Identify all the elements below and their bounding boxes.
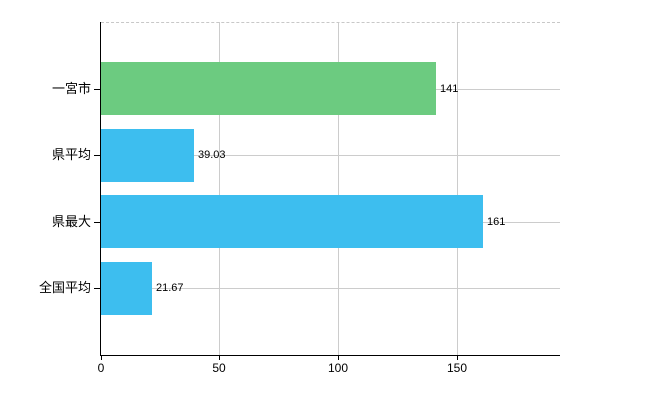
y-axis-category-label: 県最大 xyxy=(51,214,91,229)
bar-一宮市 xyxy=(101,62,436,115)
bar-県平均 xyxy=(101,129,194,182)
bar-value-label: 161 xyxy=(487,216,506,228)
vertical-gridline xyxy=(456,22,458,355)
x-axis-tick-label: 100 xyxy=(327,361,349,375)
x-axis-tick xyxy=(219,356,220,360)
y-axis-category-label: 全国平均 xyxy=(38,280,91,295)
x-axis-tick-label: 150 xyxy=(446,361,468,375)
y-axis-category-label: 県平均 xyxy=(51,147,91,162)
bar-全国平均 xyxy=(101,262,152,315)
horizontal-gridline xyxy=(101,155,560,156)
vertical-gridline xyxy=(337,22,339,355)
bar-value-label: 39.03 xyxy=(198,149,226,161)
plot-top-border xyxy=(101,22,560,23)
bar-value-label: 21.67 xyxy=(156,282,184,294)
y-axis-tick xyxy=(94,89,100,90)
vertical-gridline xyxy=(219,22,221,355)
y-axis-line xyxy=(100,22,101,356)
x-axis-tick-label: 50 xyxy=(212,361,226,375)
x-axis-line xyxy=(100,355,560,356)
y-axis-category-label: 一宮市 xyxy=(51,81,91,96)
horizontal-gridline xyxy=(101,288,560,289)
y-axis-tick xyxy=(94,155,100,156)
bar-value-label: 141 xyxy=(440,83,459,95)
x-axis-tick-label: 0 xyxy=(97,361,105,375)
x-axis-tick xyxy=(338,356,339,360)
y-axis-tick xyxy=(94,222,100,223)
bar-県最大 xyxy=(101,195,483,248)
y-axis-tick xyxy=(94,288,100,289)
x-axis-tick xyxy=(457,356,458,360)
x-axis-tick xyxy=(101,356,102,360)
